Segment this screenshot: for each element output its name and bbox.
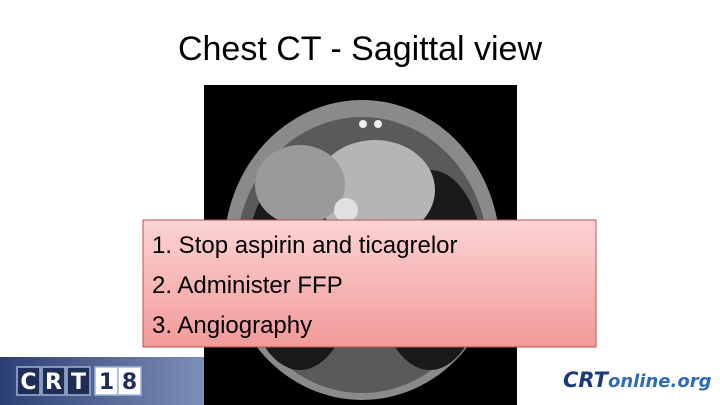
logo-letter: T xyxy=(71,370,86,395)
logo-box xyxy=(41,366,66,396)
logo-box xyxy=(66,366,91,396)
callout-item: 2. Administer FFP xyxy=(152,272,343,299)
logo-box xyxy=(16,366,41,396)
logo-letter: R xyxy=(45,370,62,395)
logo-letter: 1 xyxy=(99,370,114,395)
title: Chest CT - Sagittal view xyxy=(178,30,543,68)
logo-box xyxy=(117,366,142,396)
crtonline-logo: CRTonline.org xyxy=(563,368,712,392)
logo-domain: online.org xyxy=(608,371,712,392)
callout-box xyxy=(142,219,597,348)
logo-letter: 8 xyxy=(122,370,137,395)
callout-item: 1. Stop aspirin and ticagrelor xyxy=(152,232,458,259)
callout-item: 3. Angiography xyxy=(152,312,312,339)
logo-letter: C xyxy=(20,370,36,395)
logo-brand: CRT xyxy=(563,368,610,392)
